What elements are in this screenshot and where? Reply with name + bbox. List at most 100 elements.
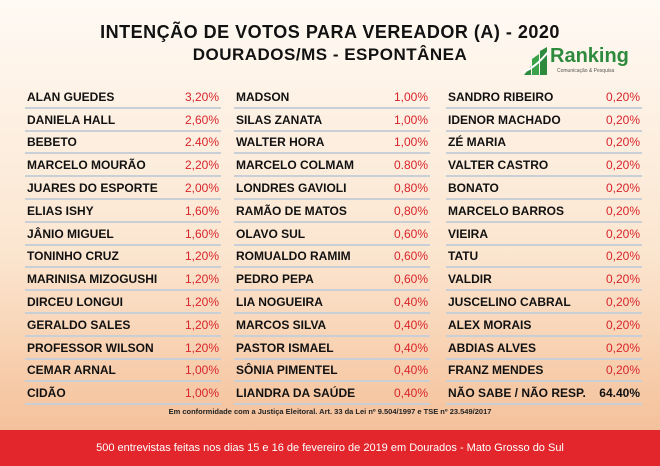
results-column-1: ALAN GUEDES 3,20% DANIELA HALL 2,60% BEBETO 2… <box>25 86 221 406</box>
vote-percentage: 0,20% <box>605 249 640 264</box>
vote-percentage: 1,00% <box>393 135 428 150</box>
candidate-name: VIEIRA <box>448 226 489 241</box>
page-title: INTENÇÃO DE VOTOS PARA VEREADOR (A) - 20… <box>100 22 560 42</box>
result-row: JUSCELINO CABRAL 0,20% <box>446 291 642 314</box>
result-row: TATU 0,20% <box>446 246 642 269</box>
candidate-name: BEBETO <box>27 135 77 150</box>
candidate-name: RAMÃO DE MATOS <box>236 203 347 218</box>
result-row: ROMUALDO RAMIM 0,60% <box>234 246 430 269</box>
vote-percentage: 0,40% <box>393 340 428 355</box>
candidate-name: MADSON <box>236 89 290 104</box>
result-row: VALDIR 0,20% <box>446 268 642 292</box>
vote-percentage: 2,20% <box>184 158 219 173</box>
result-row: CIDÃO 1,00% <box>25 382 221 406</box>
vote-percentage: 1,00% <box>393 89 428 104</box>
logo-name: Ranking <box>550 45 629 67</box>
vote-percentage: 3,20% <box>184 89 219 104</box>
candidate-name: SILAS ZANATA <box>236 112 323 127</box>
results-column-3: SANDRO RIBEIRO 0,20% IDENOR MACHADO 0,20% ZÉ… <box>446 86 642 406</box>
candidate-name: VALDIR <box>448 272 492 287</box>
logo-tagline: Comunicação & Pesquisa <box>557 68 615 74</box>
vote-percentage: 1,20% <box>184 317 219 332</box>
result-row: WALTER HORA 1,00% <box>234 132 430 155</box>
result-row: ALEX MORAIS 0,20% <box>446 314 642 337</box>
vote-percentage: 0.80% <box>393 158 428 173</box>
candidate-name: MARCELO COLMAM <box>236 158 354 173</box>
vote-percentage: 2,60% <box>184 112 219 127</box>
result-row: PEDRO PEPA 0,60% <box>234 268 430 292</box>
result-row: LIANDRA DA SAÚDE 0,40% <box>234 382 430 406</box>
result-row: OLAVO SUL 0,60% <box>234 223 430 246</box>
ranking-logo: Ranking Comunicação & Pesquisa <box>523 42 643 82</box>
footer-banner: 500 entrevistas feitas nos dias 15 e 16 … <box>0 430 660 466</box>
result-row: PROFESSOR WILSON 1,20% <box>25 337 221 360</box>
vote-percentage: 0,20% <box>605 340 640 355</box>
page-subtitle: DOURADOS/MS - ESPONTÂNEA <box>192 45 468 64</box>
vote-percentage: 0,60% <box>393 272 428 287</box>
candidate-name: PEDRO PEPA <box>236 272 314 287</box>
vote-percentage: 1,00% <box>184 386 219 401</box>
candidate-name: VALTER CASTRO <box>448 158 549 173</box>
vote-percentage: 0,40% <box>393 294 428 309</box>
result-row: MARCELO BARROS 0,20% <box>446 200 642 223</box>
result-row: VIEIRA 0,20% <box>446 223 642 246</box>
candidate-name: OLAVO SUL <box>236 226 306 241</box>
footer-text: 500 entrevistas feitas nos dias 15 e 16 … <box>96 442 564 454</box>
candidate-name: FRANZ MENDES <box>448 363 544 378</box>
result-row: ELIAS ISHY 1,60% <box>25 200 221 223</box>
logo-bars-icon <box>523 47 549 75</box>
result-row: SANDRO RIBEIRO 0,20% <box>446 86 642 109</box>
vote-percentage: 2,00% <box>184 180 219 195</box>
candidate-name: ROMUALDO RAMIM <box>236 249 351 264</box>
candidate-name: ALEX MORAIS <box>448 317 532 332</box>
candidate-name: GERALDO SALES <box>27 317 131 332</box>
result-row: RAMÃO DE MATOS 0,80% <box>234 200 430 223</box>
result-row: VALTER CASTRO 0,20% <box>446 154 642 178</box>
result-row: JÂNIO MIGUEL 1,60% <box>25 223 221 246</box>
vote-percentage: 0,20% <box>605 226 640 241</box>
result-row: TONINHO CRUZ 1,20% <box>25 246 221 269</box>
result-row: ABDIAS ALVES 0,20% <box>446 337 642 360</box>
vote-percentage: 1,20% <box>184 340 219 355</box>
vote-percentage: 1,20% <box>184 249 219 264</box>
candidate-name: PASTOR ISMAEL <box>236 340 334 355</box>
legal-footnote: Em conformidade com a Justiça Eleitoral.… <box>168 407 492 416</box>
candidate-name: ELIAS ISHY <box>27 203 94 218</box>
result-row: FRANZ MENDES 0,20% <box>446 360 642 383</box>
result-row: SÔNIA PIMENTEL 0,40% <box>234 360 430 383</box>
result-row: IDENOR MACHADO 0,20% <box>446 109 642 132</box>
result-row: GERALDO SALES 1,20% <box>25 314 221 337</box>
result-row: MARCELO MOURÃO 2,20% <box>25 154 221 178</box>
candidate-name: CEMAR ARNAL <box>27 363 116 378</box>
vote-percentage: 0,20% <box>605 203 640 218</box>
result-row: LIA NOGUEIRA 0,40% <box>234 291 430 314</box>
candidate-name: LIA NOGUEIRA <box>236 294 323 309</box>
vote-percentage: 0,40% <box>393 317 428 332</box>
result-row: ALAN GUEDES 3,20% <box>25 86 221 109</box>
vote-percentage: 64.40% <box>599 386 640 401</box>
vote-percentage: 0,20% <box>605 272 640 287</box>
candidate-name: ALAN GUEDES <box>27 89 115 104</box>
candidate-name: IDENOR MACHADO <box>448 112 561 127</box>
candidate-name: TONINHO CRUZ <box>27 249 119 264</box>
candidate-name: NÃO SABE / NÃO RESP. <box>448 386 586 401</box>
vote-percentage: 1,60% <box>184 203 219 218</box>
results-column-2: MADSON 1,00% SILAS ZANATA 1,00% WALTER HORA 1… <box>234 86 430 406</box>
candidate-name: MARCELO MOURÃO <box>27 158 146 173</box>
vote-percentage: 0,20% <box>605 294 640 309</box>
candidate-name: LONDRES GAVIOLI <box>236 180 347 195</box>
vote-percentage: 0,60% <box>393 226 428 241</box>
candidate-name: JUARES DO ESPORTE <box>27 180 158 195</box>
candidate-name: PROFESSOR WILSON <box>27 340 154 355</box>
candidate-name: BONATO <box>448 180 499 195</box>
result-row: MARCOS SILVA 0,40% <box>234 314 430 337</box>
vote-percentage: 2.40% <box>184 135 219 150</box>
vote-percentage: 1,20% <box>184 272 219 287</box>
vote-percentage: 0,20% <box>605 158 640 173</box>
vote-percentage: 0,40% <box>393 386 428 401</box>
candidate-name: MARCELO BARROS <box>448 203 564 218</box>
result-row: CEMAR ARNAL 1,00% <box>25 360 221 383</box>
vote-percentage: 0,60% <box>393 249 428 264</box>
candidate-name: LIANDRA DA SAÚDE <box>236 386 356 401</box>
candidate-name: DANIELA HALL <box>27 112 116 127</box>
